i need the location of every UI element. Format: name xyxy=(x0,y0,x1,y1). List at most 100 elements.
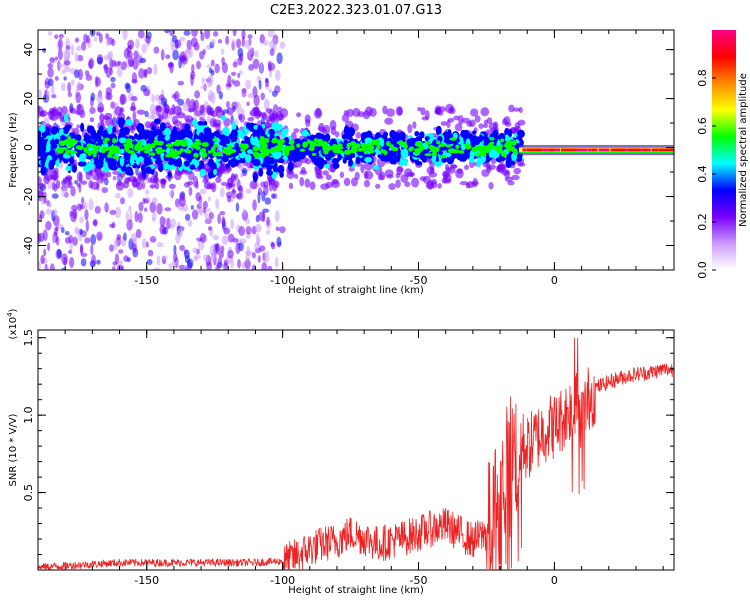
spectrogram-cell xyxy=(158,163,164,173)
spectrogram-cell xyxy=(304,178,311,188)
spectrogram-cell xyxy=(104,112,113,120)
spectrogram-cell xyxy=(247,34,253,39)
snr-series-line xyxy=(37,337,675,571)
snr-xlabel: Height of straight line (km) xyxy=(288,585,424,596)
spectrogram-cell xyxy=(290,131,297,141)
spectrogram-cell xyxy=(226,107,234,116)
spectrogram-cell xyxy=(55,226,59,231)
spectrogram-cell xyxy=(261,261,268,270)
spectrogram-peak xyxy=(104,137,110,142)
spectrogram-cell xyxy=(517,119,526,126)
snr-marks xyxy=(37,337,675,571)
spectrogram-cell xyxy=(254,223,262,233)
spectrogram-cell xyxy=(61,69,66,75)
spectrogram-cell xyxy=(241,88,247,94)
spectrogram-cell xyxy=(223,261,228,270)
spectrogram-cell xyxy=(183,30,191,36)
spectrogram-cell xyxy=(99,170,108,181)
spectrogram-line-core xyxy=(613,148,620,152)
spectrogram-cell xyxy=(203,121,208,126)
spectrogram-peak xyxy=(260,152,266,159)
spectrogram-cell xyxy=(38,232,42,244)
spectrogram-cell xyxy=(513,167,521,175)
spectrogram-cell xyxy=(149,201,157,213)
spectrogram-peak xyxy=(470,148,478,153)
spectrogram-cell xyxy=(360,163,365,174)
spectrogram-cell xyxy=(47,67,54,78)
spectrogram-peak xyxy=(124,146,129,152)
spectrogram-line-core xyxy=(579,148,584,152)
spectrogram-peak xyxy=(391,146,399,152)
spectrogram-cell xyxy=(88,161,95,171)
snr-frame xyxy=(37,329,675,571)
spectrogram-cell xyxy=(454,123,463,132)
spectrogram-cell xyxy=(119,197,125,205)
spectrogram-cell xyxy=(144,110,149,118)
spectrogram-cell xyxy=(64,124,72,130)
spectrogram-cell xyxy=(47,31,53,36)
spectrogram-cell xyxy=(123,48,130,59)
spectrogram-peak xyxy=(376,144,381,150)
spectrogram-peak xyxy=(311,152,317,156)
spectrogram-peak xyxy=(299,148,306,152)
spectrogram-cell xyxy=(200,32,205,42)
spectrogram-cell xyxy=(435,125,442,136)
spectrogram-peak xyxy=(136,142,143,148)
spectrogram-cell xyxy=(246,122,251,130)
spectrogram-cell xyxy=(331,178,339,185)
y-tick-label: 0.5 xyxy=(22,484,35,502)
spectrogram-cell xyxy=(348,158,354,167)
spectrogram-cell xyxy=(173,252,178,263)
spectrogram-cell xyxy=(429,167,435,174)
spectrogram-cell xyxy=(199,116,204,121)
spectrogram-cell xyxy=(97,106,104,113)
spectrogram-cell xyxy=(40,254,45,265)
spectrogram-cell xyxy=(508,160,516,166)
spectrogram-cell xyxy=(253,94,260,107)
spectrogram-cell xyxy=(324,163,331,169)
x-tick-label: -150 xyxy=(134,574,159,587)
spectrogram-cell xyxy=(103,63,108,74)
spectrogram-peak xyxy=(112,137,117,144)
spectrogram-cell xyxy=(220,245,225,253)
spectrogram-cell xyxy=(450,164,457,169)
spectrogram-cell xyxy=(67,92,72,98)
spectrogram-cell xyxy=(148,130,156,140)
spectrogram-cell xyxy=(267,156,276,165)
spectrogram-cell xyxy=(271,110,278,121)
spectrogram-cell xyxy=(40,124,46,133)
spectrogram-cell xyxy=(325,181,333,189)
spectrogram-cell xyxy=(277,164,285,174)
spectrogram-cell xyxy=(146,67,153,75)
spectrogram-cell xyxy=(518,106,523,113)
spectrogram-cell xyxy=(363,131,369,139)
spectrogram-peak xyxy=(112,145,119,151)
spectrogram-line-core xyxy=(624,148,630,152)
spectrogram-cell xyxy=(38,143,47,154)
spectrogram-cell xyxy=(176,135,183,141)
spectrogram-cell xyxy=(244,39,251,50)
spectrogram-cell xyxy=(174,39,182,49)
spectrogram-cell xyxy=(147,249,154,257)
spectrogram-cell xyxy=(218,140,226,146)
spectrogram-cell xyxy=(171,93,178,99)
spectrogram-cell xyxy=(427,132,434,138)
spectrogram-cell xyxy=(435,108,441,115)
spectrogram-cell xyxy=(153,267,160,270)
spectrogram-cell xyxy=(227,250,234,259)
spectrogram-cell xyxy=(43,197,48,204)
spectrogram-cell xyxy=(79,228,83,235)
spectrogram-cell xyxy=(399,157,405,167)
spectrogram-cell xyxy=(331,157,340,164)
colorbar: 0.0 0.2 0.4 0.6 0.8 Normalized spectral ampl… xyxy=(696,30,749,279)
spectrogram-peak xyxy=(349,140,357,147)
spectrogram-cell xyxy=(42,229,48,242)
spectrogram-peak xyxy=(212,151,218,158)
spectrogram-cell xyxy=(459,181,469,186)
spectrogram-peak xyxy=(253,153,260,159)
spectrogram-cell xyxy=(238,226,246,237)
spectrogram-cell xyxy=(43,248,47,257)
spectrogram-cell xyxy=(225,35,230,45)
spectrogram-cell xyxy=(252,171,258,183)
spectrogram-peak xyxy=(165,143,174,148)
